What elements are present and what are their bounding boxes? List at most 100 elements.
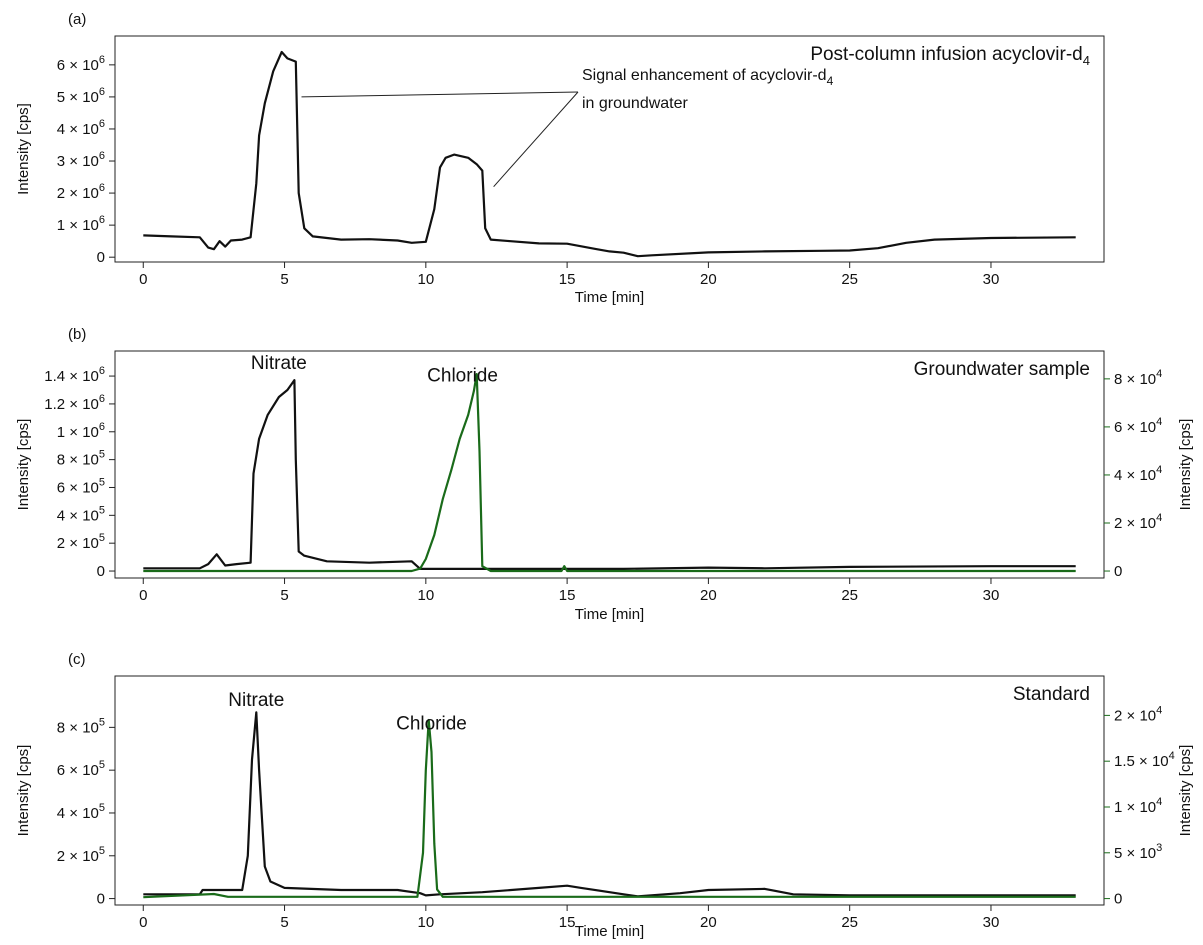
y-tick-label-exponent: 5	[99, 759, 105, 771]
y-right-tick-label-mantissa: 2	[1114, 515, 1122, 532]
x-tick-label: 10	[417, 271, 434, 288]
y-right-tick-label-exponent: 4	[1156, 704, 1162, 716]
y-tick-label-base: × 10	[65, 217, 99, 234]
annotation-text: Signal enhancement of acyclovir-d	[582, 67, 827, 84]
x-tick-label: 30	[983, 914, 1000, 931]
x-tick-label: 25	[841, 914, 858, 931]
peak-label: Nitrate	[228, 690, 284, 711]
y-tick-label-base: × 10	[65, 396, 99, 413]
y-right-tick-label: 0	[1114, 563, 1122, 580]
y-right-tick-label: 0	[1114, 891, 1122, 908]
x-tick-label: 20	[700, 587, 717, 604]
panel-label: (b)	[68, 326, 86, 343]
y-tick-label-base: × 10	[65, 185, 99, 202]
y-tick-label-mantissa: 1	[57, 424, 65, 441]
y-tick-label-mantissa: 6	[57, 57, 65, 74]
y-right-axis-title: Intensity [cps]	[1177, 745, 1194, 837]
y-tick-label-base: × 10	[65, 762, 99, 779]
annotation-subscript: 4	[827, 74, 834, 88]
y-tick-label: 4 × 106	[57, 118, 105, 138]
plot-frame	[114, 35, 1105, 263]
x-tick-label: 5	[280, 914, 288, 931]
x-tick-label: 0	[139, 587, 147, 604]
y-tick-label-exponent: 6	[99, 365, 105, 377]
x-tick-label: 20	[700, 271, 717, 288]
y-tick-label-base: × 10	[65, 805, 99, 822]
y-tick-label-mantissa: 4	[57, 507, 65, 524]
y-right-tick-label-base: × 10	[1122, 371, 1156, 388]
y-right-tick-label-mantissa: 6	[1114, 419, 1122, 436]
x-axis-title: Time [min]	[575, 606, 644, 623]
series-line-right	[143, 373, 1076, 573]
y-tick-label-exponent: 5	[99, 802, 105, 814]
y-tick-label-base: × 10	[65, 452, 99, 469]
peak-label: Chloride	[396, 714, 467, 735]
corner-label-text: Groundwater sample	[914, 359, 1090, 380]
y-tick-label: 5 × 106	[57, 86, 105, 106]
y-tick-label: 1 × 106	[57, 214, 105, 234]
y-tick-label: 8 × 105	[57, 449, 105, 469]
y-tick-label: 0	[97, 563, 105, 580]
y-tick-label: 1.2 × 106	[44, 393, 105, 413]
annotation-leader-line	[493, 91, 579, 187]
x-tick-label: 0	[139, 271, 147, 288]
y-tick-label-base: × 10	[65, 57, 99, 74]
peak-label: Nitrate	[251, 353, 307, 374]
y-tick-label-base: × 10	[65, 535, 99, 552]
x-tick-label: 30	[983, 271, 1000, 288]
y-right-tick-label-mantissa: 1	[1114, 799, 1122, 816]
y-right-tick-label: 4 × 104	[1114, 464, 1162, 484]
x-tick-label: 20	[700, 914, 717, 931]
y-right-tick-label-base: × 10	[1135, 753, 1169, 770]
x-tick-label: 5	[280, 587, 288, 604]
plot-frame	[114, 350, 1105, 579]
y-tick-label-exponent: 6	[99, 118, 105, 130]
corner-label: Standard	[1013, 684, 1090, 705]
corner-label-subscript: 4	[1083, 53, 1090, 68]
y-right-tick-label: 2 × 104	[1114, 704, 1162, 724]
y-right-tick-label-exponent: 4	[1169, 750, 1175, 762]
y-right-tick-label-mantissa: 5	[1114, 845, 1122, 862]
x-tick-label: 5	[280, 271, 288, 288]
y-tick-label: 0	[97, 891, 105, 908]
y-right-tick-label-exponent: 4	[1156, 796, 1162, 808]
y-tick-label-base: × 10	[65, 89, 99, 106]
y-right-tick-label-exponent: 4	[1156, 512, 1162, 524]
y-right-tick-label: 8 × 104	[1114, 368, 1162, 388]
y-tick-label-base: × 10	[65, 507, 99, 524]
y-axis-title: Intensity [cps]	[15, 419, 32, 511]
y-tick-label: 6 × 105	[57, 476, 105, 496]
y-right-tick-label-base: × 10	[1122, 515, 1156, 532]
y-tick-label-mantissa: 6	[57, 762, 65, 779]
x-tick-label: 10	[417, 587, 434, 604]
y-tick-label-exponent: 6	[99, 86, 105, 98]
y-axis-title: Intensity [cps]	[15, 745, 32, 837]
y-tick-label-mantissa: 3	[57, 153, 65, 170]
y-right-tick-label: 1.5 × 104	[1114, 750, 1175, 770]
y-tick-label-mantissa: 8	[57, 452, 65, 469]
y-right-tick-label-exponent: 4	[1156, 368, 1162, 380]
y-tick-label-exponent: 6	[99, 214, 105, 226]
y-right-tick-label-base: × 10	[1122, 845, 1156, 862]
y-tick-label: 2 × 106	[57, 182, 105, 202]
x-tick-label: 15	[559, 914, 576, 931]
y-tick-label-mantissa: 4	[57, 805, 65, 822]
y-tick-label: 0	[97, 249, 105, 266]
x-tick-label: 10	[417, 914, 434, 931]
y-right-tick-label-mantissa: 8	[1114, 371, 1122, 388]
y-right-tick-label-base: × 10	[1122, 467, 1156, 484]
annotation-leader-line	[301, 91, 579, 98]
y-axis-title: Intensity [cps]	[15, 103, 32, 195]
y-tick-label: 4 × 105	[57, 504, 105, 524]
y-tick-label: 3 × 106	[57, 150, 105, 170]
y-tick-label-exponent: 5	[99, 476, 105, 488]
y-tick-label-mantissa: 1	[57, 217, 65, 234]
y-tick-label-mantissa: 8	[57, 719, 65, 736]
panel-label: (a)	[68, 11, 86, 28]
y-tick-label: 6 × 105	[57, 759, 105, 779]
panel-label: (c)	[68, 651, 86, 668]
corner-label-text: Post-column infusion acyclovir-d	[810, 44, 1082, 65]
